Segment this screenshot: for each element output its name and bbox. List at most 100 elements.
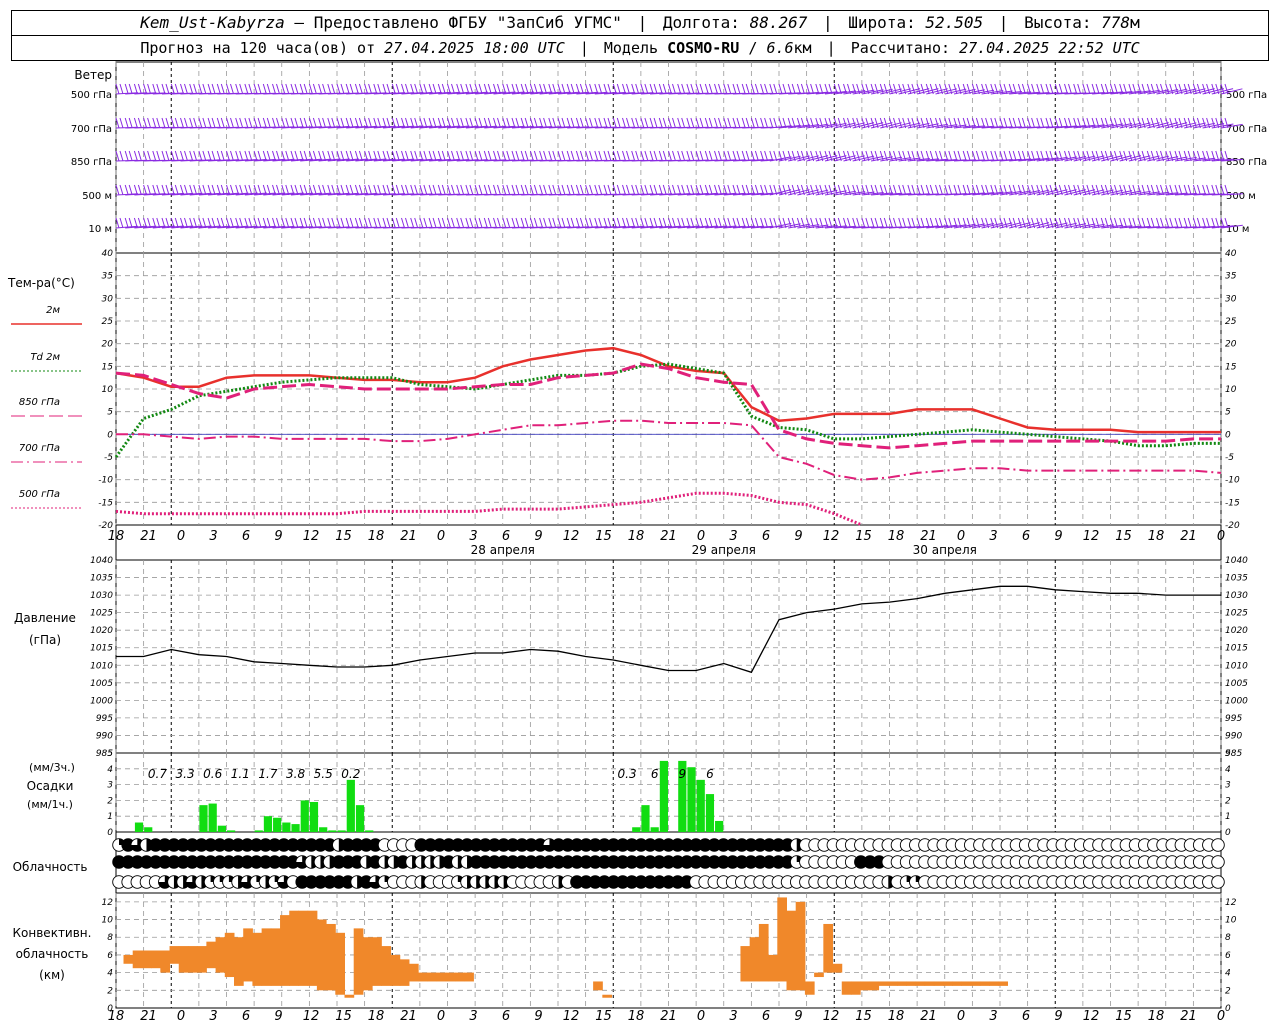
wind-barb [944,83,967,95]
wind-barb [235,184,258,196]
cloud-symbol-fill [121,838,135,852]
cloud-symbol-fill [698,855,712,869]
wind-barb [539,117,562,129]
wind-barb [253,217,277,229]
convective-bar [151,950,161,969]
wind-barb [990,150,1013,162]
wind-barb [419,117,442,129]
wind-barb [1091,150,1114,162]
lat-value: 52.505 [925,13,984,32]
wind-barb [1146,117,1169,129]
wind-barb [290,184,313,196]
wind-barb [1128,83,1151,95]
time-tick-label: 15 [335,529,352,544]
wind-barb [935,117,958,129]
wind-barb [704,217,728,229]
wind-barb [511,117,534,129]
wind-barb [1211,150,1234,162]
pressure-tick-label: 1005 [1225,679,1248,689]
wind-barb [1027,150,1050,162]
time-tick-label: 12 [303,1009,320,1024]
precip-3h-total: 6 [651,767,659,781]
time-tick-label: 3 [989,1009,997,1024]
cloud-symbol-fill [149,855,162,869]
time-tick-label: 12 [303,529,320,544]
wind-barb [253,184,277,196]
wind-barb [308,117,332,129]
pressure-tick-label: 1010 [1225,661,1248,671]
convective-bar [224,932,235,978]
precip-bar [328,830,337,832]
cloud-symbol-fill [131,838,144,852]
cloud-symbol-fill [359,838,373,852]
wind-barb [354,150,378,162]
cloud-symbol-fill [634,875,648,889]
convective-bar [243,928,253,982]
cloud-symbol-fill [726,838,739,852]
cloud-symbol-fill [442,855,456,869]
temp-tick-label: 40 [102,249,114,259]
wind-barb [290,150,313,162]
cloud-symbol-fill [753,838,767,852]
cloud-symbol-fill [112,855,126,869]
precip-bar [199,805,208,832]
wind-barb [299,150,323,162]
temp-tick-label: 0 [1225,430,1231,440]
cloud-symbol-fill [588,838,602,852]
wind-barb [456,83,479,95]
convective-bar [418,972,428,982]
wind-barb [1192,150,1216,162]
wind-barb [999,217,1022,229]
convective-bar [132,950,143,969]
convective-bar [933,981,944,986]
wind-barb [962,184,986,196]
cloud-symbol-fill [707,855,721,869]
precip-bar [319,827,328,832]
wind-barb [244,217,267,229]
wind-barb [1128,150,1151,162]
convective-bar [740,946,751,982]
wind-barb [1008,83,1032,95]
cloud-symbol-fill [479,855,492,869]
wind-barb [723,184,746,196]
wind-barb [290,217,313,229]
time-tick-label: 21 [400,1009,417,1024]
convective-bar [768,954,778,982]
precip-tick-label: 0 [107,828,113,838]
wind-barb [207,150,231,162]
wind-barb [474,83,498,95]
time-tick-label: 6 [762,529,770,544]
cloud-symbol-fill [753,855,767,869]
temp-tick-label: 0 [107,430,113,440]
wind-barb [640,184,663,196]
wind-barb [281,184,304,196]
wind-barb [465,83,488,95]
wind-barb [898,150,921,162]
wind-barb [714,217,737,229]
convective-bar [215,937,226,973]
wind-barb [1082,184,1105,196]
cloud-symbol-fill [698,838,712,852]
wind-barb [474,150,498,162]
convective-bar [178,946,189,973]
convective-bar [261,928,272,986]
cloud-symbol-fill [607,855,620,869]
pressure-tick-label: 1020 [1225,626,1248,636]
wind-barb [796,184,819,196]
wind-barb [1211,83,1234,95]
time-tick-label: 3 [469,529,477,544]
cloud-symbol-fill [515,838,529,852]
time-tick-label: 6 [1022,529,1030,544]
wind-barb [124,217,148,229]
wind-barb [1220,150,1243,162]
wind-barb [640,83,663,95]
wind-barb [916,117,939,129]
header-sep: | [579,39,589,57]
precip-tick-label: 4 [107,765,113,775]
cloud-axis-label: Облачность [13,860,88,874]
wind-level-label: 500 гПа [71,90,112,101]
cloud-symbol-fill [781,855,794,869]
precip-bar [254,830,263,832]
time-tick-label: 6 [242,1009,250,1024]
cloud-symbol-fill [735,855,749,869]
